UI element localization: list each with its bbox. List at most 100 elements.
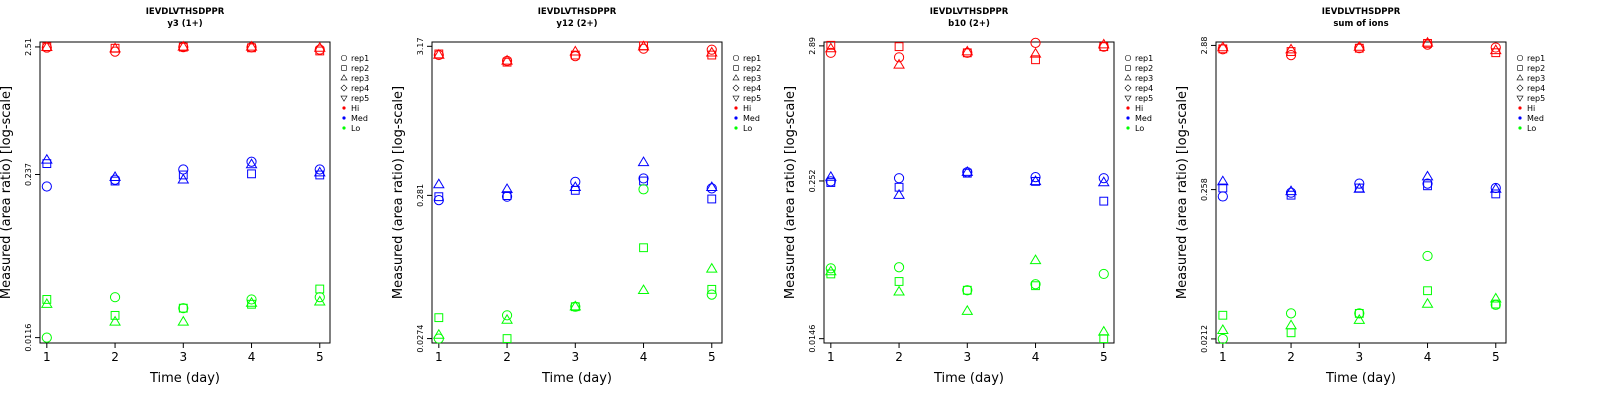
data-point-lo-rep1-day1 [1217, 333, 1228, 345]
data-point-hi-rep2-day3 [962, 48, 972, 58]
data-point-med-rep2-day5 [1491, 189, 1501, 199]
data-point-med-rep1-day4 [246, 156, 257, 167]
data-point-lo-rep3-day1 [40, 297, 53, 308]
legend-marker-rep3 [1516, 74, 1524, 81]
data-point-hi-rep3-day5 [313, 41, 326, 52]
data-point-lo-rep2-day3 [570, 302, 580, 312]
y-axis-label: Measured (area ratio) [log-scale] [1175, 86, 1190, 299]
legend-label-rep1: rep1 [1135, 54, 1153, 63]
legend-marker-hi [342, 106, 346, 110]
y-tick-label: 0.252 [808, 170, 817, 193]
data-point-lo-rep1-day4 [246, 294, 257, 305]
data-point-lo-rep1-day2 [109, 292, 121, 303]
legend-marker-rep4 [1124, 84, 1132, 92]
x-tick-label: 3 [963, 350, 971, 364]
legend-label-rep3: rep3 [1527, 74, 1545, 83]
data-point-lo-rep1-day4 [1030, 279, 1041, 290]
legend-label-med: Med [743, 114, 760, 123]
data-point-med-rep1-day1 [433, 195, 444, 206]
x-tick-label: 4 [248, 350, 256, 364]
data-point-lo-rep1-day1 [825, 263, 836, 274]
plot-frame [1215, 41, 1507, 344]
data-point-med-rep1-day5 [314, 164, 325, 175]
x-axis-label: Time (day) [933, 371, 1004, 386]
data-point-med-rep2-day1 [826, 178, 836, 187]
data-point-med-rep1-day2 [893, 173, 905, 184]
legend-marker-med [1518, 116, 1522, 120]
data-point-med-rep3-day1 [432, 178, 445, 189]
legend-label-lo: Lo [351, 124, 360, 133]
data-point-med-rep3-day4 [1421, 170, 1434, 181]
data-point-hi-rep2-day3 [178, 42, 188, 52]
series-lo [824, 254, 1110, 344]
data-point-med-rep3-day1 [1216, 175, 1229, 186]
data-point-lo-rep3-day1 [1216, 324, 1229, 334]
data-point-lo-rep2-day4 [1423, 286, 1432, 296]
data-point-lo-rep3-day4 [1421, 297, 1434, 308]
legend-label-rep2: rep2 [743, 64, 761, 73]
data-point-med-rep1-day4 [1030, 172, 1041, 183]
legend-marker-lo [1518, 126, 1522, 130]
x-tick-label: 2 [895, 350, 903, 364]
data-point-hi-rep3-day3 [569, 45, 582, 56]
data-point-lo-rep2-day5 [315, 284, 325, 294]
data-point-hi-rep1-day2 [1285, 49, 1297, 61]
data-point-med-rep3-day1 [40, 153, 53, 164]
data-point-hi-rep1-day3 [1354, 43, 1365, 54]
legend-label-rep1: rep1 [351, 54, 369, 63]
data-point-hi-rep3-day4 [1421, 36, 1434, 47]
data-point-lo-rep3-day3 [1353, 313, 1366, 324]
data-point-lo-rep1-day5 [1098, 268, 1109, 280]
legend-marker-med [342, 116, 346, 120]
plot-frame [39, 41, 331, 344]
data-point-med-rep1-day4 [638, 173, 649, 184]
data-point-med-rep2-day2 [502, 191, 512, 201]
x-tick-label: 1 [827, 350, 835, 364]
data-point-hi-rep3-day4 [637, 40, 650, 51]
data-point-med-rep3-day3 [961, 165, 974, 176]
data-point-hi-rep3-day1 [432, 48, 445, 59]
data-point-lo-rep1-day2 [1285, 308, 1297, 319]
data-point-hi-rep3-day2 [501, 54, 513, 65]
legend-label-rep5: rep5 [1135, 94, 1153, 103]
series-hi [1216, 36, 1502, 61]
data-point-med-rep1-day3 [1354, 178, 1365, 189]
data-point-med-rep1-day5 [1098, 173, 1109, 184]
data-point-lo-rep2-day1 [434, 313, 444, 323]
data-point-lo-rep1-day4 [1422, 250, 1433, 262]
data-point-lo-rep3-day2 [893, 285, 905, 296]
legend-marker-rep1 [1516, 54, 1524, 62]
data-point-med-rep3-day2 [109, 171, 121, 181]
data-point-med-rep3-day5 [1489, 182, 1502, 193]
chart-subtitle: b10 (2+) [948, 19, 990, 29]
data-point-hi-rep3-day4 [245, 40, 258, 51]
panel-3: IEVDLVTHSDPPR b10 (2+) 1 2 3 4 5 0.0146 0.252 2.8… [783, 7, 1153, 386]
y-axis-label: Measured (area ratio) [log-scale] [391, 86, 406, 299]
data-point-lo-rep3-day5 [1489, 292, 1502, 303]
plot-frame [823, 41, 1115, 344]
legend-marker-rep4 [340, 84, 348, 92]
data-point-lo-rep3-day3 [569, 300, 582, 311]
legend-label-rep2: rep2 [1135, 64, 1153, 73]
chart-subtitle: y3 (1+) [167, 19, 202, 29]
data-point-lo-rep2-day3 [1354, 308, 1364, 318]
data-point-med-rep2-day2 [894, 182, 904, 192]
y-axis-label: Measured (area ratio) [log-scale] [0, 86, 14, 299]
legend-marker-lo [1126, 126, 1130, 130]
data-point-hi-rep1-day5 [1098, 41, 1109, 52]
chart-subtitle: y12 (2+) [556, 19, 597, 29]
data-point-hi-rep3-day5 [1489, 44, 1502, 55]
data-point-lo-rep3-day2 [501, 313, 513, 324]
data-point-med-rep3-day3 [569, 181, 582, 192]
data-point-med-rep1-day5 [706, 183, 717, 194]
chart-title: IEVDLVTHSDPPR [930, 7, 1009, 17]
legend-marker-hi [1126, 106, 1130, 110]
legend-label-rep3: rep3 [743, 74, 761, 83]
data-point-med-rep2-day1 [434, 192, 444, 202]
legend-label-lo: Lo [743, 124, 752, 133]
y-tick-label: 0.0146 [808, 325, 817, 353]
x-tick-label: 5 [708, 350, 716, 364]
data-point-med-rep3-day2 [501, 183, 513, 194]
data-point-med-rep2-day1 [1218, 183, 1228, 193]
